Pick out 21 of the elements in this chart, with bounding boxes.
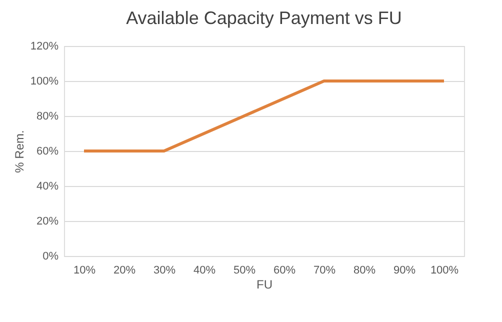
x-tick-label: 50% (233, 264, 256, 276)
x-tick-label: 90% (393, 264, 416, 276)
x-axis-title: FU (256, 278, 272, 292)
x-tick-label: 70% (313, 264, 336, 276)
y-tick-label: 100% (30, 76, 59, 88)
chart-title: Available Capacity Payment vs FU (126, 8, 402, 28)
y-tick-label: 80% (36, 110, 59, 122)
y-axis-title: % Rem. (12, 130, 26, 173)
x-tick-label: 30% (153, 264, 176, 276)
x-tick-label: 40% (193, 264, 216, 276)
x-tick-label: 20% (113, 264, 136, 276)
x-tick-label: 10% (73, 264, 96, 276)
y-tick-label: 120% (30, 40, 59, 52)
x-tick-label: 80% (353, 264, 376, 276)
x-tick-label: 100% (430, 264, 459, 276)
y-tick-label: 20% (36, 216, 59, 228)
y-tick-label: 60% (36, 146, 59, 158)
line-series (82, 80, 446, 152)
x-tick-label: 60% (273, 264, 296, 276)
y-tick-label: 40% (36, 180, 59, 192)
y-tick-label: 0% (42, 250, 59, 262)
